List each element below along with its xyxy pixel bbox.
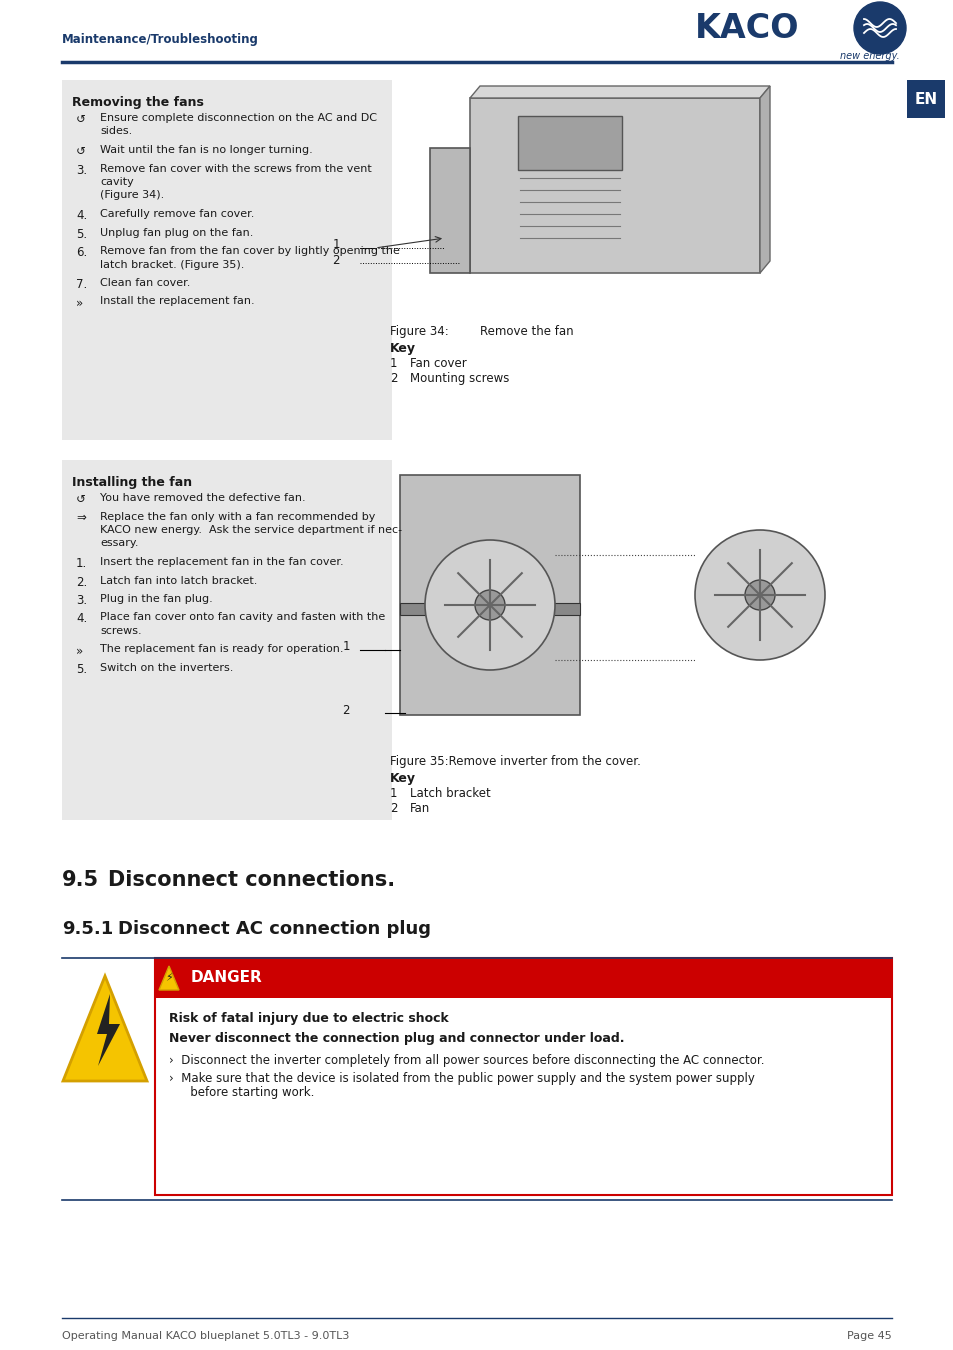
Text: Never disconnect the connection plug and connector under load.: Never disconnect the connection plug and…	[169, 1031, 624, 1045]
Polygon shape	[97, 994, 120, 1066]
Text: 1.: 1.	[76, 558, 87, 570]
Text: Disconnect connections.: Disconnect connections.	[108, 869, 395, 890]
Text: Maintenance/Troubleshooting: Maintenance/Troubleshooting	[62, 34, 258, 46]
Polygon shape	[63, 976, 147, 1081]
Text: Replace the fan only with a fan recommended by: Replace the fan only with a fan recommen…	[100, 512, 375, 521]
Text: 1: 1	[390, 356, 397, 370]
Text: Removing the fans: Removing the fans	[71, 96, 204, 109]
Text: ⇒: ⇒	[76, 512, 86, 525]
Text: ⚡: ⚡	[165, 973, 172, 983]
Polygon shape	[399, 475, 579, 716]
Text: Page 45: Page 45	[846, 1331, 891, 1341]
Text: Insert the replacement fan in the fan cover.: Insert the replacement fan in the fan co…	[100, 558, 343, 567]
FancyBboxPatch shape	[154, 958, 891, 998]
Text: ›  Disconnect the inverter completely from all power sources before disconnectin: › Disconnect the inverter completely fro…	[169, 1054, 763, 1067]
Text: You have removed the defective fan.: You have removed the defective fan.	[100, 493, 305, 504]
Text: cavity: cavity	[100, 177, 133, 188]
Text: latch bracket. (Figure 35).: latch bracket. (Figure 35).	[100, 259, 244, 270]
Text: Unplug fan plug on the fan.: Unplug fan plug on the fan.	[100, 228, 253, 238]
Text: Remove fan cover with the screws from the vent: Remove fan cover with the screws from th…	[100, 163, 372, 174]
Text: Key: Key	[390, 342, 416, 355]
Text: Remove fan from the fan cover by lightly opening the: Remove fan from the fan cover by lightly…	[100, 246, 399, 256]
Text: Installing the fan: Installing the fan	[71, 477, 192, 489]
Text: Risk of fatal injury due to electric shock: Risk of fatal injury due to electric sho…	[169, 1012, 448, 1025]
Text: DANGER: DANGER	[191, 971, 262, 986]
Text: essary.: essary.	[100, 539, 138, 548]
Text: Latch fan into latch bracket.: Latch fan into latch bracket.	[100, 575, 257, 586]
Polygon shape	[159, 967, 179, 990]
Text: 3.: 3.	[76, 594, 87, 608]
Text: Ensure complete disconnection on the AC and DC: Ensure complete disconnection on the AC …	[100, 113, 376, 123]
Polygon shape	[470, 99, 760, 273]
Text: 2: 2	[390, 373, 397, 385]
FancyBboxPatch shape	[62, 80, 392, 440]
Text: 1: 1	[333, 239, 339, 251]
FancyBboxPatch shape	[906, 80, 944, 117]
Circle shape	[744, 580, 774, 610]
Text: screws.: screws.	[100, 626, 141, 636]
Text: The replacement fan is ready for operation.: The replacement fan is ready for operati…	[100, 644, 343, 655]
FancyBboxPatch shape	[517, 116, 621, 170]
Text: Switch on the inverters.: Switch on the inverters.	[100, 663, 233, 674]
Circle shape	[695, 531, 824, 660]
Text: before starting work.: before starting work.	[179, 1085, 314, 1099]
Text: KACO new energy.  Ask the service department if nec-: KACO new energy. Ask the service departm…	[100, 525, 402, 535]
Text: Disconnect AC connection plug: Disconnect AC connection plug	[118, 919, 431, 938]
Circle shape	[475, 590, 504, 620]
Text: 7.: 7.	[76, 278, 87, 292]
Text: ↺: ↺	[76, 113, 86, 126]
Text: Figure 35:Remove inverter from the cover.: Figure 35:Remove inverter from the cover…	[390, 755, 640, 768]
Text: 9.5: 9.5	[62, 869, 99, 890]
Text: ↺: ↺	[76, 493, 86, 506]
Polygon shape	[760, 86, 769, 273]
Text: 1: 1	[390, 787, 397, 801]
Text: new energy.: new energy.	[840, 51, 899, 61]
Text: 9.5.1: 9.5.1	[62, 919, 113, 938]
Text: 5.: 5.	[76, 228, 87, 240]
Text: 4.: 4.	[76, 613, 87, 625]
FancyBboxPatch shape	[154, 998, 891, 1195]
Text: 2.: 2.	[76, 575, 87, 589]
Text: Wait until the fan is no longer turning.: Wait until the fan is no longer turning.	[100, 144, 313, 155]
Text: 6.: 6.	[76, 246, 87, 259]
Text: ›  Make sure that the device is isolated from the public power supply and the sy: › Make sure that the device is isolated …	[169, 1072, 754, 1085]
Text: Operating Manual KACO blueplanet 5.0TL3 - 9.0TL3: Operating Manual KACO blueplanet 5.0TL3 …	[62, 1331, 349, 1341]
Text: 2: 2	[333, 254, 339, 266]
Text: Latch bracket: Latch bracket	[410, 787, 490, 801]
Text: Install the replacement fan.: Install the replacement fan.	[100, 297, 254, 306]
FancyBboxPatch shape	[399, 603, 579, 616]
Text: 1: 1	[342, 640, 350, 653]
Text: Remove the fan: Remove the fan	[479, 325, 573, 338]
Text: 4.: 4.	[76, 209, 87, 221]
Text: KACO: KACO	[695, 12, 799, 45]
FancyBboxPatch shape	[62, 460, 392, 819]
Text: (Figure 34).: (Figure 34).	[100, 190, 164, 201]
Text: Fan cover: Fan cover	[410, 356, 466, 370]
Text: ↺: ↺	[76, 144, 86, 158]
Text: Place fan cover onto fan cavity and fasten with the: Place fan cover onto fan cavity and fast…	[100, 613, 385, 622]
Text: Clean fan cover.: Clean fan cover.	[100, 278, 191, 288]
Polygon shape	[470, 86, 769, 99]
Text: Fan: Fan	[410, 802, 430, 815]
Text: 2: 2	[390, 802, 397, 815]
Text: 2: 2	[342, 703, 350, 717]
Circle shape	[853, 1, 905, 54]
Text: 5.: 5.	[76, 663, 87, 676]
Text: 3.: 3.	[76, 163, 87, 177]
Text: Mounting screws: Mounting screws	[410, 373, 509, 385]
Text: sides.: sides.	[100, 127, 132, 136]
Text: Plug in the fan plug.: Plug in the fan plug.	[100, 594, 213, 603]
Text: Carefully remove fan cover.: Carefully remove fan cover.	[100, 209, 254, 219]
Text: Key: Key	[390, 772, 416, 784]
Polygon shape	[430, 148, 470, 273]
Circle shape	[424, 540, 555, 670]
Text: EN: EN	[914, 92, 937, 107]
Text: »: »	[76, 644, 83, 657]
Text: »: »	[76, 297, 83, 309]
Text: Figure 34:: Figure 34:	[390, 325, 448, 338]
